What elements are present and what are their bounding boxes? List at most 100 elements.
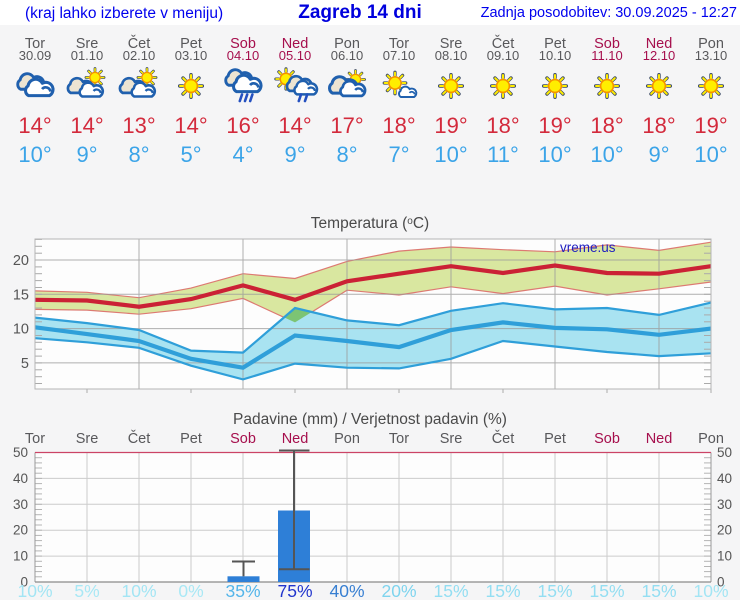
svg-text:10°: 10°	[18, 142, 51, 167]
svg-text:14°: 14°	[70, 113, 103, 138]
svg-text:Čet: Čet	[128, 430, 151, 447]
svg-text:Ned: Ned	[282, 36, 309, 52]
svg-text:02.10: 02.10	[123, 48, 156, 63]
svg-text:Čet: Čet	[492, 35, 515, 52]
svg-text:0%: 0%	[178, 581, 203, 600]
svg-text:40: 40	[717, 471, 732, 486]
svg-text:15%: 15%	[641, 581, 676, 600]
svg-text:15%: 15%	[537, 581, 572, 600]
svg-text:5%: 5%	[74, 581, 99, 600]
svg-text:10%: 10%	[17, 581, 52, 600]
svg-text:20%: 20%	[381, 581, 416, 600]
svg-text:01.10: 01.10	[71, 48, 104, 63]
svg-text:Tor: Tor	[389, 36, 409, 52]
svg-text:04.10: 04.10	[227, 48, 260, 63]
svg-text:40%: 40%	[329, 581, 364, 600]
svg-text:Pon: Pon	[334, 36, 360, 52]
svg-text:5°: 5°	[180, 142, 201, 167]
svg-text:09.10: 09.10	[487, 48, 520, 63]
svg-text:Tor: Tor	[25, 431, 45, 447]
svg-text:Sre: Sre	[76, 431, 99, 447]
svg-text:30: 30	[717, 497, 732, 512]
svg-text:75%: 75%	[277, 581, 312, 600]
svg-text:Pon: Pon	[698, 431, 724, 447]
svg-text:Čet: Čet	[492, 430, 515, 447]
svg-text:10%: 10%	[693, 581, 728, 600]
svg-text:07.10: 07.10	[383, 48, 416, 63]
svg-text:5: 5	[21, 356, 29, 372]
svg-text:Pet: Pet	[544, 36, 566, 52]
svg-text:9°: 9°	[648, 142, 669, 167]
svg-text:30: 30	[13, 497, 28, 512]
svg-text:15%: 15%	[589, 581, 624, 600]
svg-text:Zadnja posodobitev: 30.09.2025: Zadnja posodobitev: 30.09.2025 - 12:27	[481, 5, 737, 21]
svg-text:Tor: Tor	[25, 36, 45, 52]
svg-text:20: 20	[13, 253, 29, 269]
svg-text:18°: 18°	[382, 113, 415, 138]
svg-text:(kraj lahko izberete v meniju): (kraj lahko izberete v meniju)	[25, 5, 223, 22]
svg-text:Padavine (mm) / Verjetnost pad: Padavine (mm) / Verjetnost padavin (%)	[233, 411, 507, 428]
svg-text:Sob: Sob	[230, 431, 256, 447]
svg-text:30.09: 30.09	[19, 48, 52, 63]
svg-text:4°: 4°	[232, 142, 253, 167]
svg-text:8°: 8°	[128, 142, 149, 167]
svg-text:Ned: Ned	[646, 431, 673, 447]
svg-text:13.10: 13.10	[695, 48, 728, 63]
svg-text:15: 15	[13, 287, 29, 303]
svg-text:19°: 19°	[538, 113, 571, 138]
svg-text:18°: 18°	[486, 113, 519, 138]
svg-text:Čet: Čet	[128, 35, 151, 52]
svg-text:19°: 19°	[434, 113, 467, 138]
svg-text:14°: 14°	[278, 113, 311, 138]
svg-text:18°: 18°	[642, 113, 675, 138]
svg-text:10°: 10°	[538, 142, 571, 167]
svg-text:19°: 19°	[694, 113, 727, 138]
svg-text:14°: 14°	[18, 113, 51, 138]
svg-text:10°: 10°	[434, 142, 467, 167]
svg-text:10: 10	[717, 549, 732, 564]
svg-text:15%: 15%	[485, 581, 520, 600]
svg-text:Sob: Sob	[230, 36, 256, 52]
svg-text:20: 20	[13, 523, 28, 538]
svg-text:vreme.us: vreme.us	[560, 240, 616, 255]
svg-text:15%: 15%	[433, 581, 468, 600]
svg-text:Sre: Sre	[440, 36, 463, 52]
svg-text:Sre: Sre	[440, 431, 463, 447]
svg-text:Ned: Ned	[282, 431, 309, 447]
svg-text:14°: 14°	[174, 113, 207, 138]
svg-text:12.10: 12.10	[643, 48, 676, 63]
svg-text:40: 40	[13, 471, 28, 486]
svg-text:16°: 16°	[226, 113, 259, 138]
svg-text:Pet: Pet	[544, 431, 566, 447]
svg-text:10%: 10%	[121, 581, 156, 600]
svg-text:50: 50	[13, 445, 28, 460]
svg-text:10°: 10°	[694, 142, 727, 167]
svg-text:8°: 8°	[336, 142, 357, 167]
svg-text:7°: 7°	[388, 142, 409, 167]
svg-text:35%: 35%	[225, 581, 260, 600]
svg-text:13°: 13°	[122, 113, 155, 138]
svg-text:06.10: 06.10	[331, 48, 364, 63]
svg-text:Ned: Ned	[646, 36, 673, 52]
svg-text:Tor: Tor	[389, 431, 409, 447]
svg-text:0: 0	[20, 575, 28, 590]
svg-text:11.10: 11.10	[591, 48, 623, 63]
svg-text:50: 50	[717, 445, 732, 460]
svg-text:Pet: Pet	[180, 36, 202, 52]
svg-text:0: 0	[717, 575, 725, 590]
svg-text:Temperatura (oC): Temperatura (oC)	[311, 215, 429, 232]
svg-text:9°: 9°	[76, 142, 97, 167]
svg-text:18°: 18°	[590, 113, 623, 138]
svg-text:08.10: 08.10	[435, 48, 468, 63]
svg-text:Sob: Sob	[594, 431, 620, 447]
svg-text:17°: 17°	[330, 113, 363, 138]
svg-text:10.10: 10.10	[539, 48, 572, 63]
svg-text:03.10: 03.10	[175, 48, 208, 63]
svg-text:10: 10	[13, 549, 28, 564]
svg-text:10: 10	[13, 322, 29, 338]
svg-text:Pet: Pet	[180, 431, 202, 447]
svg-text:10°: 10°	[590, 142, 623, 167]
svg-text:20: 20	[717, 523, 732, 538]
svg-text:Zagreb 14 dni: Zagreb 14 dni	[298, 2, 422, 23]
svg-text:05.10: 05.10	[279, 48, 312, 63]
